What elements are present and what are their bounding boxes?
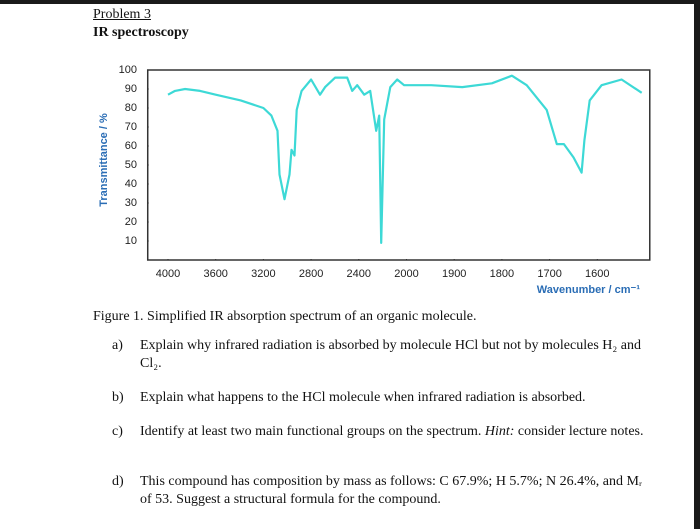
- figure-caption: Figure 1. Simplified IR absorption spect…: [93, 309, 477, 324]
- x-tick-label: 2400: [347, 268, 371, 280]
- chart: Transmittance / % Wavenumber / cm⁻¹ 10 20…: [98, 64, 651, 296]
- frame: [0, 0, 700, 4]
- y-tick-label: 30: [125, 197, 137, 209]
- question-label: b): [112, 390, 124, 405]
- plot-frame: [146, 69, 651, 261]
- question-text: Explain why infrared radiation is absorb…: [140, 338, 641, 371]
- x-tick-label: 2000: [394, 268, 418, 280]
- frame: [694, 0, 700, 529]
- y-tick-label: 80: [125, 102, 137, 114]
- x-tick-label: 1800: [490, 268, 514, 280]
- question-label: c): [112, 424, 123, 439]
- question-text: This compound has composition by mass as…: [140, 474, 643, 507]
- question-label: d): [112, 474, 124, 489]
- question: a) Explain why infrared radiation is abso…: [112, 337, 652, 373]
- y-tick-label: 70: [125, 121, 137, 133]
- x-tick-label: 1900: [442, 268, 466, 280]
- x-axis-label: Wavenumber / cm⁻¹: [537, 284, 641, 296]
- question-text: Identify at least two main functional gr…: [140, 424, 482, 439]
- x-tick-label: 2800: [299, 268, 323, 280]
- x-tick-label: 4000: [156, 268, 180, 280]
- x-tick-label: 1600: [585, 268, 609, 280]
- question: d) This compound has composition by mass …: [112, 473, 652, 509]
- section-title: IR spectroscopy: [93, 25, 189, 40]
- y-tick-label: 50: [125, 159, 137, 171]
- question-text: Identify at least two main functional gr…: [140, 423, 652, 441]
- x-tick-label: 1700: [537, 268, 561, 280]
- problem-label: Problem 3: [93, 7, 151, 22]
- y-axis-label: Transmittance / %: [98, 113, 110, 207]
- y-tick-label: 90: [125, 83, 137, 95]
- y-tick-label: 60: [125, 140, 137, 152]
- hint-label: Hint:: [484, 424, 515, 439]
- x-tick-label: 3600: [203, 268, 227, 280]
- question: c) Identify at least two main functional …: [112, 423, 652, 441]
- y-tick-label: 40: [125, 178, 137, 190]
- hint-text: consider lecture notes.: [517, 424, 644, 439]
- question: b) Explain what happens to the HCl molecu…: [112, 389, 652, 407]
- x-tick-label: 3200: [251, 268, 275, 280]
- y-tick-label: 20: [125, 216, 137, 228]
- question-label: a): [112, 338, 123, 353]
- y-tick-label: 100: [119, 64, 137, 76]
- question-text: Explain what happens to the HCl molecule…: [140, 390, 586, 405]
- spectrum-line: [167, 74, 643, 244]
- y-tick-label: 10: [125, 235, 137, 247]
